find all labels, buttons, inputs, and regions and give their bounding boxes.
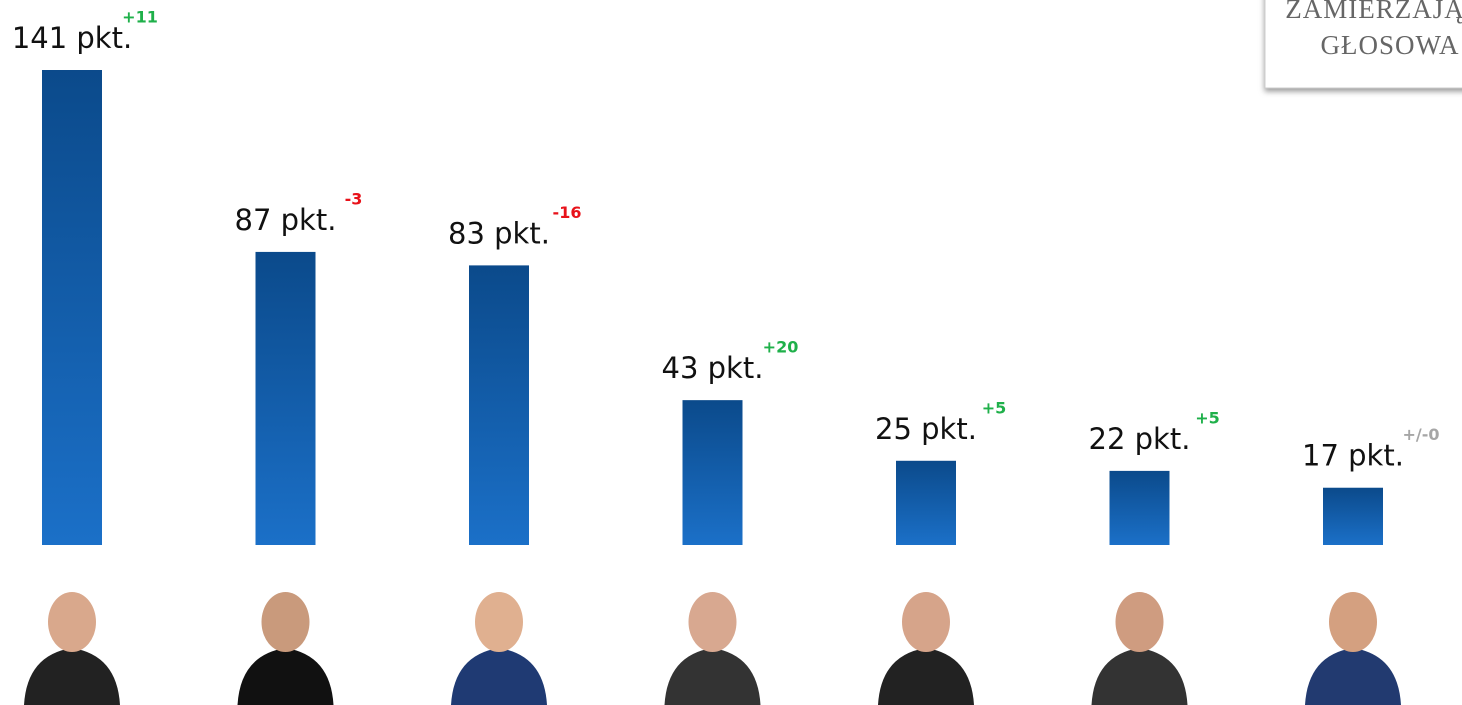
value-label: 17 pkt. xyxy=(1302,439,1404,473)
portrait-body xyxy=(878,648,974,705)
portrait-body xyxy=(24,648,120,705)
change-label: +20 xyxy=(763,338,799,357)
bar xyxy=(255,251,316,545)
value-label: 87 pkt. xyxy=(235,203,337,237)
portrait-body xyxy=(664,648,761,705)
bar xyxy=(469,265,529,545)
bar xyxy=(682,400,743,545)
portrait-body xyxy=(451,648,547,705)
change-label: -3 xyxy=(345,189,363,208)
bar xyxy=(896,460,956,545)
portrait-body xyxy=(237,648,334,705)
bar xyxy=(42,70,102,545)
portrait-head xyxy=(48,592,96,652)
logo-box xyxy=(1264,0,1462,89)
portrait-head xyxy=(902,592,950,652)
logo-line: ZAMIERZAJĄ xyxy=(1285,0,1462,24)
change-label: +11 xyxy=(122,8,158,27)
value-label: 25 pkt. xyxy=(875,412,977,446)
value-label: 141 pkt. xyxy=(12,21,132,55)
portrait-head xyxy=(1115,592,1164,652)
portrait-head xyxy=(475,592,523,652)
bar xyxy=(1109,470,1170,545)
change-label: -16 xyxy=(553,203,582,222)
value-label: 83 pkt. xyxy=(448,216,550,250)
portrait-head xyxy=(1329,592,1377,652)
portrait-body xyxy=(1091,648,1188,705)
portrait-head xyxy=(688,592,737,652)
value-label: 43 pkt. xyxy=(662,351,764,385)
logo-line: GŁOSOWA xyxy=(1321,30,1460,60)
value-label: 22 pkt. xyxy=(1089,422,1191,456)
logo: ZAMIERZAJĄ GŁOSOWA xyxy=(1264,0,1462,89)
portrait-body xyxy=(1305,648,1401,705)
bar xyxy=(1323,487,1383,545)
change-label: +/-0 xyxy=(1402,425,1439,444)
portrait-head xyxy=(261,592,310,652)
change-label: +5 xyxy=(982,398,1007,417)
change-label: +5 xyxy=(1195,408,1220,427)
